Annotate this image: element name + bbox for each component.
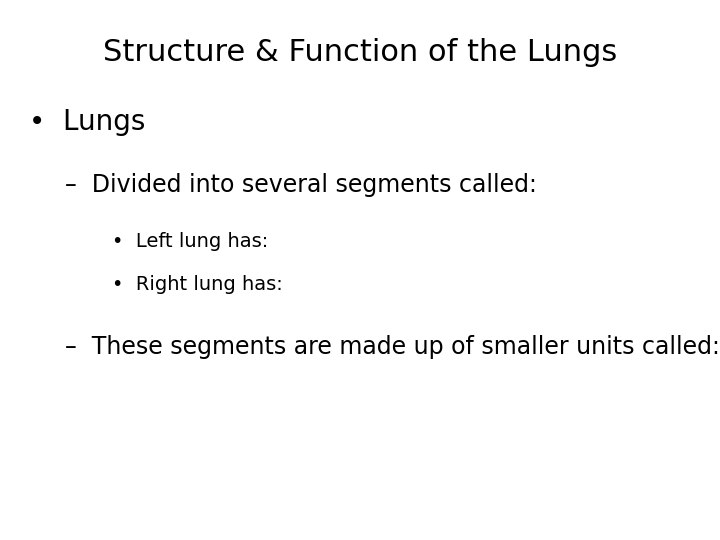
Text: •  Right lung has:: • Right lung has: [112,275,282,294]
Text: •  Left lung has:: • Left lung has: [112,232,268,251]
Text: Structure & Function of the Lungs: Structure & Function of the Lungs [103,38,617,67]
Text: –  Divided into several segments called:: – Divided into several segments called: [65,173,536,197]
Text: –  These segments are made up of smaller units called:: – These segments are made up of smaller … [65,335,720,359]
Text: •  Lungs: • Lungs [29,108,145,136]
